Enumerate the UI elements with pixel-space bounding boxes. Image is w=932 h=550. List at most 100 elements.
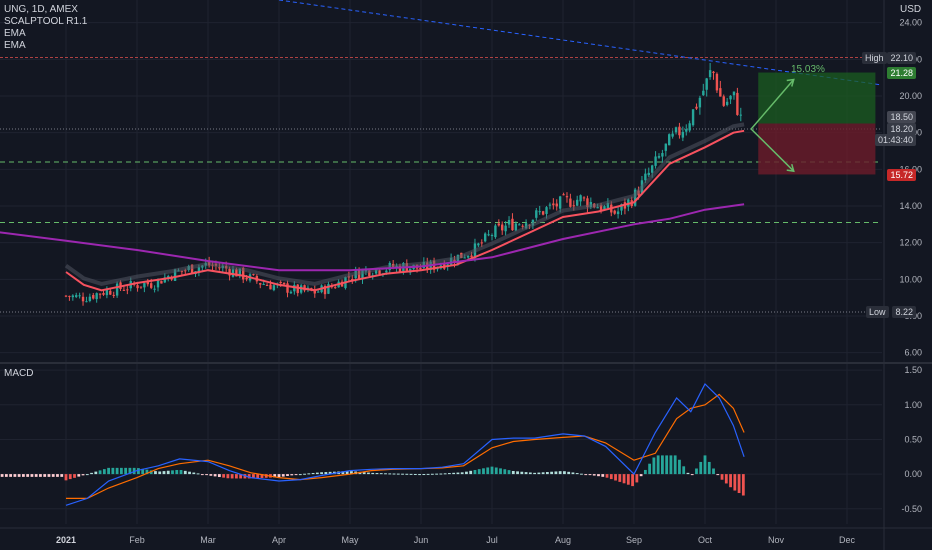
candle-body xyxy=(572,205,575,207)
macd-histogram-bar xyxy=(119,467,123,475)
macd-histogram-bar xyxy=(686,472,690,475)
macd-histogram-bar xyxy=(448,473,451,475)
macd-histogram-bar xyxy=(226,474,230,479)
macd-histogram-bar xyxy=(712,468,715,475)
candle-body xyxy=(92,295,95,299)
ema-fast-line xyxy=(65,129,745,292)
candle-body xyxy=(712,71,715,73)
candle-body xyxy=(361,270,364,280)
macd-histogram-bar xyxy=(341,471,345,475)
price-tick-label: 12.00 xyxy=(899,238,922,248)
candle-body xyxy=(163,277,167,283)
macd-histogram-bar xyxy=(503,469,507,475)
candle-body xyxy=(671,133,674,137)
x-tick-label: Sep xyxy=(626,535,642,545)
candle-body xyxy=(122,289,126,291)
candle-body xyxy=(674,127,678,133)
candle-body xyxy=(483,233,487,242)
macd-histogram-bar xyxy=(162,471,166,475)
price-tick-label: 10.00 xyxy=(899,274,922,284)
candle-body xyxy=(334,287,337,289)
candle-body xyxy=(378,270,381,275)
candle-body xyxy=(729,95,732,100)
candle-body xyxy=(606,202,610,208)
candle-body xyxy=(68,295,71,297)
macd-histogram-bar xyxy=(209,474,213,476)
macd-histogram-bar xyxy=(656,455,660,475)
macd-histogram-bar xyxy=(94,471,98,475)
candle-body xyxy=(494,225,497,238)
ema-band xyxy=(64,122,745,286)
candle-body xyxy=(235,269,238,277)
target-zone xyxy=(758,72,876,124)
macd-histogram-bar xyxy=(132,467,136,475)
macd-histogram-bar xyxy=(494,467,498,475)
macd-histogram-bar xyxy=(281,474,285,477)
candle-body xyxy=(507,219,511,225)
macd-histogram-bar xyxy=(605,474,609,478)
candle-body xyxy=(650,165,654,173)
candle-body xyxy=(691,109,695,126)
candle-body xyxy=(657,156,661,158)
candle-body xyxy=(613,210,616,214)
macd-histogram-bar xyxy=(328,471,332,475)
candle-body xyxy=(548,204,552,206)
macd-histogram-bar xyxy=(575,473,579,475)
symbol-title[interactable]: UNG, 1D, AMEX xyxy=(4,4,78,15)
candle-body xyxy=(477,243,480,246)
indicator-ema-2[interactable]: EMA xyxy=(4,40,26,51)
macd-histogram-bar xyxy=(665,455,669,475)
macd-histogram-bar xyxy=(311,472,315,475)
candle-body xyxy=(150,283,153,288)
macd-histogram-bar xyxy=(690,474,694,476)
indicator-scalptool[interactable]: SCALPTOOL R1.1 xyxy=(4,16,88,27)
candle-body xyxy=(272,285,276,291)
entry-tag: 18.50 xyxy=(887,111,916,123)
candle-body xyxy=(289,291,293,294)
macd-histogram-bar xyxy=(524,472,528,475)
macd-label[interactable]: MACD xyxy=(4,368,34,379)
macd-histogram-bar xyxy=(716,474,720,476)
macd-histogram-bar xyxy=(273,474,277,478)
macd-histogram-bar xyxy=(0,474,4,477)
macd-histogram-bar xyxy=(673,455,677,475)
macd-histogram-bar xyxy=(473,469,477,475)
macd-histogram-bar xyxy=(631,474,634,487)
candle-body xyxy=(368,270,371,277)
candle-body xyxy=(75,295,78,297)
macd-histogram-bar xyxy=(388,473,392,475)
macd-histogram-bar xyxy=(661,455,664,475)
price-tick-label: 20.00 xyxy=(899,91,922,101)
macd-histogram-bar xyxy=(56,474,59,477)
candle-body xyxy=(661,153,664,157)
macd-histogram-bar xyxy=(507,470,511,475)
high-tag: 22.10 xyxy=(887,52,916,64)
macd-histogram-bar xyxy=(171,470,174,475)
macd-histogram-bar xyxy=(111,467,115,475)
macd-histogram-bar xyxy=(490,466,494,475)
candle-body xyxy=(688,123,691,131)
macd-histogram-bar xyxy=(511,470,515,475)
macd-histogram-bar xyxy=(290,474,294,476)
macd-histogram-bar xyxy=(486,467,490,475)
candle-body xyxy=(545,207,548,214)
macd-histogram-bar xyxy=(601,474,605,477)
macd-histogram-bar xyxy=(141,468,145,475)
candle-body xyxy=(126,289,129,291)
candle-body xyxy=(156,279,160,288)
macd-histogram-bar xyxy=(81,474,85,476)
candle-body xyxy=(620,204,623,211)
macd-histogram-bar xyxy=(384,473,387,475)
candle-body xyxy=(146,281,149,285)
candle-body xyxy=(511,218,514,231)
indicator-ema-1[interactable]: EMA xyxy=(4,28,26,39)
macd-histogram-bar xyxy=(678,459,681,475)
macd-histogram-bar xyxy=(520,471,524,475)
candle-body xyxy=(238,268,242,277)
candle-body xyxy=(313,289,316,294)
candle-body xyxy=(218,267,221,269)
macd-histogram-bar xyxy=(635,474,639,483)
macd-histogram-bar xyxy=(137,468,140,475)
candle-body xyxy=(242,267,245,280)
